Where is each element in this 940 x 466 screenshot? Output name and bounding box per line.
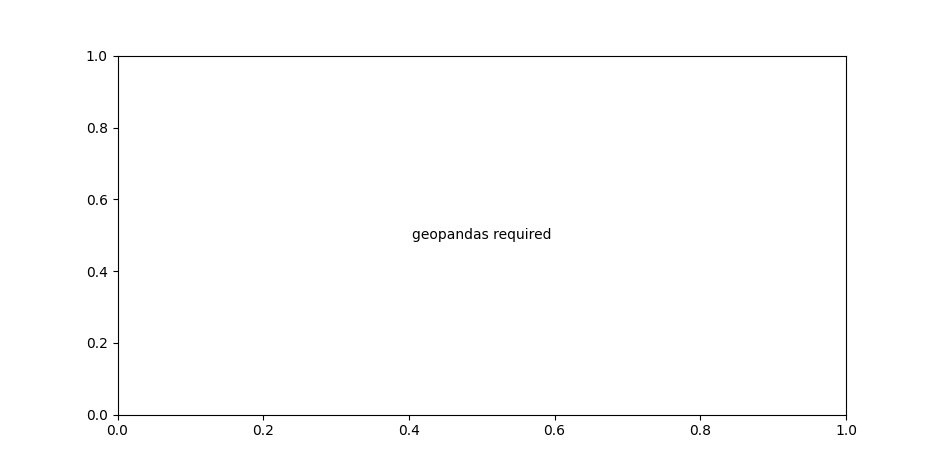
Text: geopandas required: geopandas required [412, 228, 552, 242]
